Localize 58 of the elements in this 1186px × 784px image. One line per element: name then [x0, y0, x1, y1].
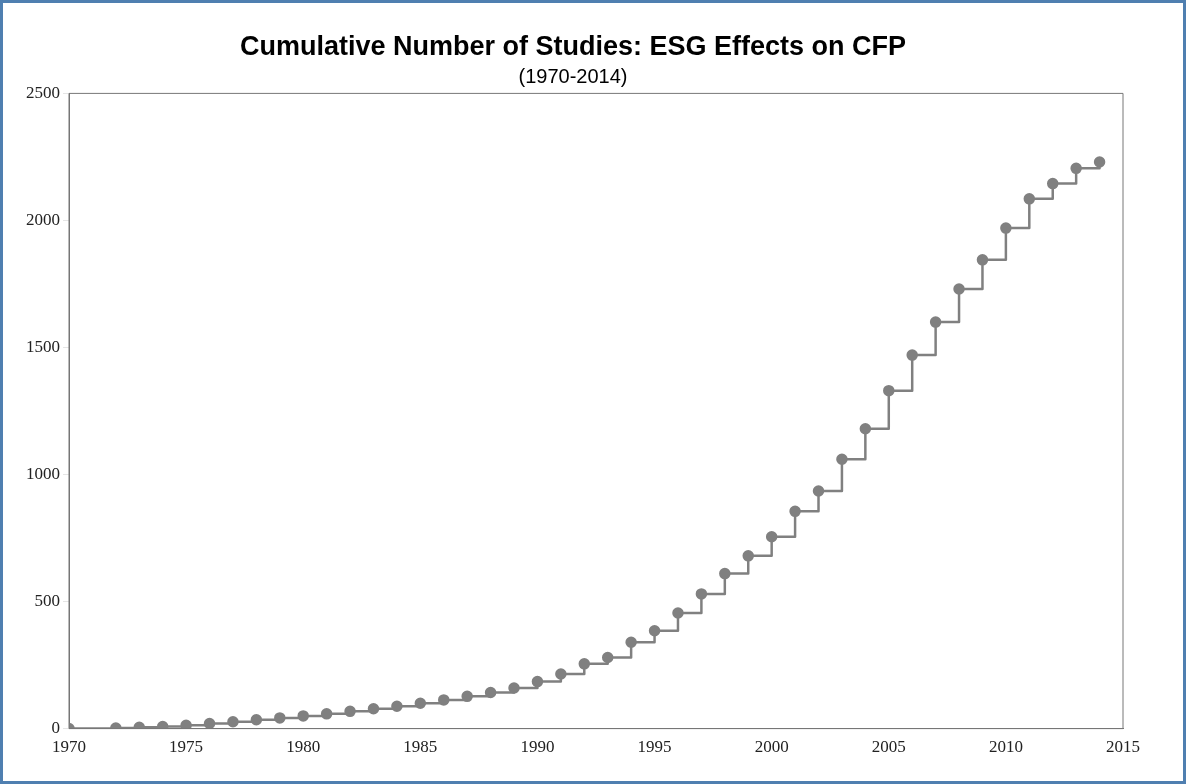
point: [812, 485, 825, 497]
y-tick-label: 2500: [26, 82, 60, 102]
point: [461, 690, 473, 703]
point: [438, 694, 450, 706]
point: [601, 651, 614, 664]
chart-subtitle: (1970-2014): [518, 64, 628, 87]
point: [578, 658, 591, 670]
x-tick-label: 1995: [637, 737, 672, 757]
point: [484, 686, 497, 699]
point: [672, 607, 684, 619]
point: [391, 700, 403, 712]
point: [929, 316, 942, 328]
point: [859, 423, 872, 435]
point: [531, 675, 544, 688]
point: [1046, 177, 1059, 190]
point: [1000, 222, 1012, 234]
x-tick-label: 1990: [520, 737, 555, 757]
point: [883, 384, 895, 397]
y-tick-label: 2000: [26, 209, 60, 229]
point: [953, 283, 965, 295]
point: [414, 697, 427, 709]
point: [976, 254, 989, 266]
point: [1093, 156, 1106, 168]
point: [695, 588, 708, 600]
point: [508, 682, 520, 694]
x-tick-label: 1970: [52, 737, 86, 757]
point: [227, 715, 239, 728]
chart-title: Cumulative Number of Studies: ESG Effects on CFP: [239, 30, 907, 61]
point: [1070, 162, 1082, 175]
point: [765, 531, 778, 543]
y-tick-label: 1000: [26, 463, 60, 483]
x-tick-label: 1985: [403, 737, 438, 757]
point: [180, 719, 192, 729]
point: [344, 705, 356, 718]
point: [789, 505, 801, 518]
x-tick-label: 2015: [1106, 737, 1140, 757]
x-tick-label: 1980: [286, 737, 321, 757]
point: [625, 636, 637, 648]
x-tick-label: 1975: [169, 737, 204, 757]
point: [274, 712, 286, 724]
point: [1023, 193, 1036, 205]
y-tick-label: 1500: [26, 336, 60, 356]
point: [555, 668, 567, 680]
point: [320, 708, 333, 720]
point: [719, 567, 731, 580]
point: [250, 713, 263, 726]
point: [906, 349, 918, 361]
point: [836, 453, 848, 466]
point: [367, 703, 380, 715]
x-tick-label: 2000: [754, 737, 789, 757]
point: [203, 717, 216, 729]
y-tick-label: 0: [51, 718, 60, 738]
x-tick-label: 2005: [871, 737, 906, 757]
x-tick-label: 2010: [988, 737, 1023, 757]
point: [742, 550, 754, 562]
y-tick-label: 500: [34, 591, 60, 611]
point: [648, 625, 661, 637]
point: [297, 710, 309, 722]
